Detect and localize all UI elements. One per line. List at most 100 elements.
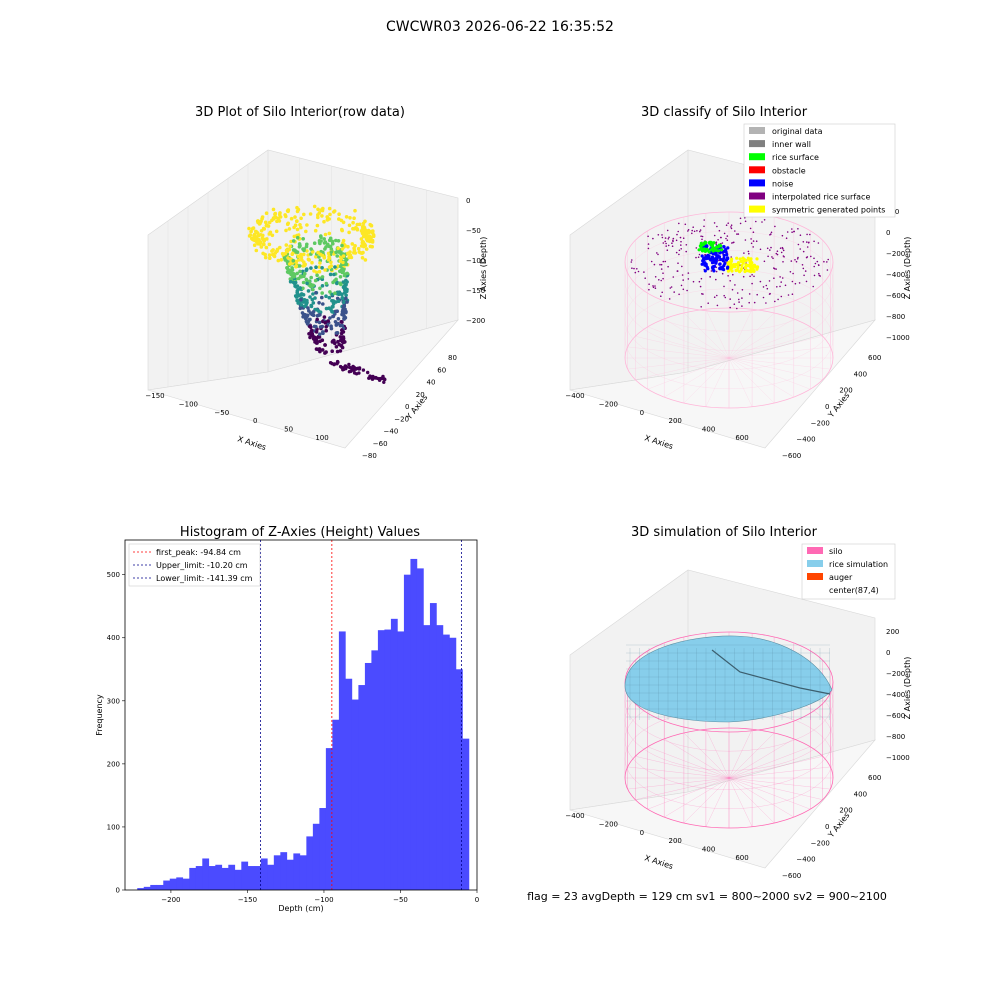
raw-point — [316, 215, 320, 220]
interpolated-rice-point — [662, 260, 665, 263]
raw-point — [285, 209, 290, 213]
interpolated-rice-point — [699, 230, 701, 233]
interpolated-rice-point — [716, 304, 719, 307]
raw-point — [328, 244, 333, 249]
raw-point — [326, 319, 331, 323]
hist-x-tick-label: −200 — [161, 896, 180, 904]
interpolated-rice-point — [682, 237, 685, 239]
interpolated-rice-point — [701, 238, 703, 241]
raw-point — [294, 264, 299, 269]
raw-point — [334, 250, 338, 255]
interpolated-rice-point — [701, 235, 704, 238]
symmetric-point — [736, 266, 740, 270]
raw-point — [254, 230, 259, 234]
raw-point — [270, 233, 275, 238]
raw-point — [325, 215, 330, 219]
interpolated-rice-point — [779, 285, 781, 288]
raw-point — [382, 380, 386, 384]
hist-bar — [286, 859, 294, 890]
interpolated-rice-point — [816, 260, 819, 263]
raw-point — [303, 271, 307, 276]
raw-point — [342, 284, 347, 288]
x-tick-label: 0 — [640, 409, 644, 417]
hist-bar — [163, 880, 171, 890]
interpolated-rice-point — [779, 276, 781, 278]
raw-point — [302, 212, 306, 217]
hist-bar — [221, 867, 229, 890]
raw-point — [301, 280, 306, 285]
interpolated-rice-point — [719, 236, 722, 239]
interpolated-rice-point — [797, 243, 800, 246]
raw-point — [299, 275, 304, 279]
interpolated-rice-point — [631, 259, 633, 261]
y-tick-label: −200 — [811, 419, 830, 427]
hist-bar — [254, 866, 262, 890]
raw-point — [303, 314, 307, 318]
panel-histogram: Histogram of Z-Axies (Height) Values −20… — [95, 525, 479, 913]
interpolated-rice-point — [738, 301, 740, 303]
noise-point — [714, 259, 718, 264]
raw-point — [311, 337, 316, 341]
interpolated-rice-point — [826, 261, 828, 263]
interpolated-rice-point — [750, 242, 753, 245]
classify-legend-swatch — [749, 166, 765, 174]
raw-point — [313, 296, 317, 300]
raw-point — [370, 229, 375, 234]
x-tick-label: 200 — [669, 837, 682, 845]
noise-point — [710, 255, 715, 259]
raw-point — [361, 240, 366, 244]
raw-point — [324, 294, 328, 299]
hist-bar — [293, 853, 301, 890]
interpolated-rice-point — [684, 223, 687, 226]
hist-plot-frame — [124, 539, 478, 891]
interpolated-rice-point — [731, 288, 734, 291]
rice-surface-point — [703, 241, 708, 245]
raw-point — [328, 316, 332, 320]
interpolated-rice-point — [687, 272, 690, 274]
interpolated-rice-point — [672, 237, 675, 240]
interpolated-rice-point — [654, 276, 657, 278]
panel-simulation: 3D simulation of Silo Interior −400 −200 0… — [565, 525, 912, 880]
raw-point — [299, 225, 303, 230]
raw-point — [295, 294, 300, 298]
symmetric-point — [729, 259, 734, 263]
symmetric-point — [752, 263, 757, 267]
interpolated-rice-point — [827, 258, 829, 261]
interpolated-rice-point — [759, 248, 762, 251]
raw-point — [309, 303, 314, 308]
raw-point — [313, 228, 318, 233]
raw-point — [332, 338, 336, 343]
raw-point — [292, 281, 297, 286]
interpolated-rice-point — [762, 286, 765, 288]
interpolated-rice-point — [750, 238, 752, 240]
hist-legend-label: Upper_limit: -10.20 cm — [156, 561, 248, 570]
sim-legend-swatch — [807, 573, 823, 580]
raw-point — [304, 244, 309, 249]
x-tick-label: 600 — [735, 854, 748, 862]
interpolated-rice-point — [734, 230, 736, 232]
raw-point — [311, 301, 316, 305]
symmetric-point — [730, 269, 734, 273]
silo-floor-spoke — [683, 777, 730, 824]
interpolated-rice-point — [662, 272, 664, 275]
hist-x-tick-label: −150 — [238, 896, 257, 904]
silo-floor-spoke — [728, 777, 753, 827]
interpolated-rice-point — [717, 239, 719, 241]
raw-point — [301, 286, 305, 291]
raw-point — [299, 255, 304, 260]
interpolated-rice-point — [709, 276, 711, 278]
interpolated-rice-point — [749, 275, 751, 278]
symmetric-point — [740, 263, 744, 268]
raw-point — [305, 313, 310, 318]
hist-bar — [273, 855, 281, 890]
x-tick-label: −400 — [565, 392, 584, 400]
interpolated-rice-point — [668, 298, 671, 300]
interpolated-rice-point — [770, 233, 772, 235]
x-tick-label: −100 — [179, 400, 198, 408]
rice-surface-point — [710, 244, 715, 248]
interpolated-rice-point — [667, 244, 670, 247]
interpolated-rice-point — [753, 301, 756, 304]
x-tick-label: 400 — [702, 426, 715, 434]
interpolated-rice-point — [766, 287, 769, 290]
interpolated-rice-point — [784, 284, 787, 287]
